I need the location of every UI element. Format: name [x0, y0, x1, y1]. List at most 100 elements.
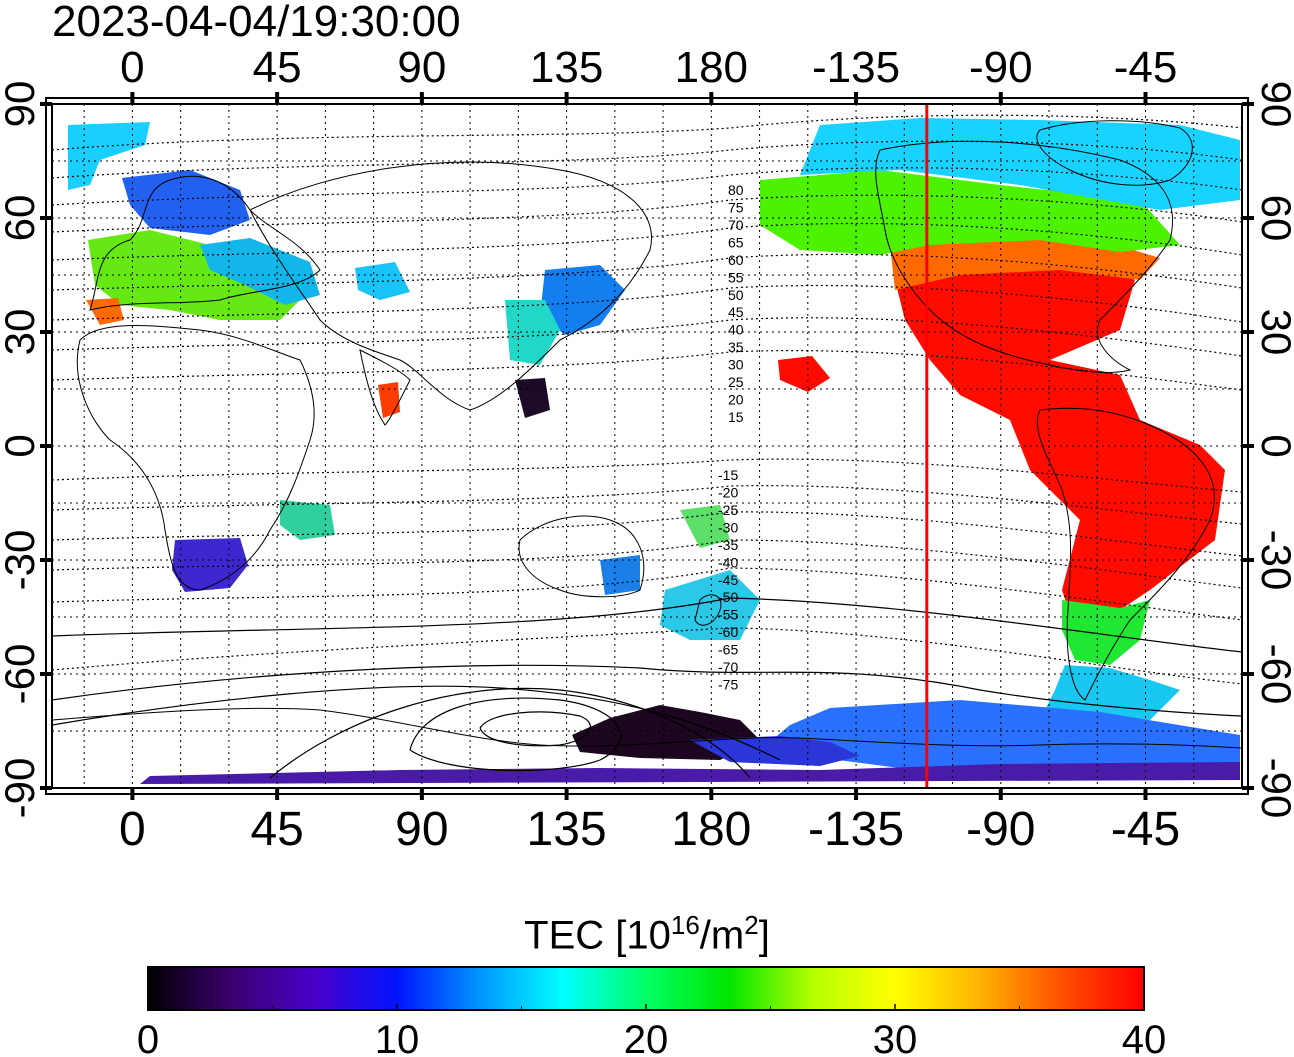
lon-label-bottom: 90	[395, 803, 448, 856]
tec-australia-scatter	[600, 555, 640, 595]
tec-east-europe-cyan	[200, 238, 320, 305]
lon-label-top: 180	[675, 43, 748, 92]
mlat-label: -70	[718, 659, 738, 675]
lon-label-bottom: 45	[250, 803, 303, 856]
mlat-label: -25	[718, 502, 738, 518]
mlat-label: -45	[718, 572, 738, 588]
colorbar-title-suffix: ]	[758, 913, 770, 958]
tec-canada-green	[760, 170, 1180, 255]
mlat-label: -60	[718, 624, 738, 640]
coastlines	[52, 120, 1242, 749]
lon-label-top: 90	[397, 43, 446, 92]
mlat-label: 25	[728, 374, 744, 390]
colorbar-title-exp2: 2	[744, 910, 759, 940]
mlat-label: -50	[718, 589, 738, 605]
lat-label-right: -60	[1253, 644, 1294, 705]
colorbar-title-exp1: 16	[670, 910, 700, 940]
coastline-north-america	[875, 140, 1174, 373]
mlat-label: 80	[728, 182, 744, 198]
axis-ticks	[40, 92, 1254, 800]
lon-label-top: 0	[120, 43, 144, 92]
tec-iberia-orange	[86, 298, 124, 325]
colorbar-tick-label: 10	[375, 1018, 420, 1057]
tec-antarctic-band-blue	[760, 700, 1240, 770]
tec-antarctic-band-purple	[140, 762, 1240, 784]
lat-label-left: 60	[0, 195, 43, 242]
lon-label-bottom: -90	[966, 803, 1035, 856]
grid-lines	[52, 104, 1242, 788]
mlat-label: -65	[718, 642, 738, 658]
colorbar-tick-label: 20	[624, 1018, 669, 1057]
tec-north-europe-cyan	[68, 122, 150, 190]
lat-label-right: 90	[1253, 81, 1294, 128]
lat-label-left: -90	[0, 758, 43, 819]
lat-label-left: 30	[0, 309, 43, 356]
tec-americas-orange-edge	[890, 236, 1160, 290]
lat-label-left: 90	[0, 81, 43, 128]
mlat-label: 65	[728, 234, 744, 250]
tec-hawaii-red	[778, 356, 830, 392]
axis-labels: 0045459090135135180180-135-135-90-90-45-…	[0, 43, 1294, 856]
lat-label-left: -60	[0, 644, 43, 705]
tec-data-layer	[68, 118, 1240, 784]
colorbar-tick-label: 30	[873, 1018, 918, 1057]
lon-label-bottom: -135	[808, 803, 904, 856]
mlat-label: 50	[728, 287, 744, 303]
colorbar-ticks: 0 10 20 30 40	[137, 1004, 1166, 1057]
lon-label-bottom: 135	[527, 803, 607, 856]
lat-label-left: -30	[0, 530, 43, 591]
mlat-label: -20	[718, 484, 738, 500]
coastline-europe	[89, 175, 321, 311]
lon-label-top: -45	[1114, 43, 1178, 92]
coastline-nz	[694, 594, 722, 626]
tec-japan-blue	[540, 265, 625, 335]
timestamp: 2023-04-04/19:30:00	[52, 0, 461, 46]
lat-label-right: -90	[1253, 758, 1294, 819]
mlat-label: -35	[718, 537, 738, 553]
lat-label-left: 0	[0, 434, 43, 457]
mlat-label: 70	[728, 217, 744, 233]
mlat-label: 20	[728, 392, 744, 408]
colorbar-tick-label: 0	[137, 1018, 159, 1057]
mlat-label: 40	[728, 322, 744, 338]
tec-pacific-green	[680, 505, 730, 548]
lon-label-top: 135	[530, 43, 603, 92]
tec-nz-cyan	[660, 570, 760, 640]
mlat-label: -40	[718, 554, 738, 570]
lon-label-top: -135	[812, 43, 900, 92]
lon-label-top: 45	[253, 43, 302, 92]
mlat-label: -30	[718, 519, 738, 535]
mlat-label: 15	[728, 409, 744, 425]
mlat-label: 45	[728, 304, 744, 320]
coastline-australia	[518, 515, 645, 598]
coastline-asia	[249, 161, 652, 411]
lon-label-top: -90	[969, 43, 1033, 92]
colorbar-title-prefix: TEC [10	[524, 913, 671, 958]
mlat-label: 55	[728, 269, 744, 285]
mlat-label: -55	[718, 607, 738, 623]
coastline-africa	[76, 325, 315, 591]
coastline-south-america	[1036, 407, 1215, 701]
lat-label-right: 0	[1253, 434, 1294, 457]
mlat-label: 35	[728, 339, 744, 355]
tec-americas-red	[895, 245, 1225, 620]
tec-scandinavia-blue	[122, 170, 250, 235]
tec-philippines-dark	[515, 378, 550, 418]
mlat-label: 75	[728, 199, 744, 215]
coastline-india	[359, 349, 411, 426]
tec-sa-south-green	[1062, 600, 1150, 665]
tec-antarctic-east-blue	[690, 736, 860, 766]
colorbar-tick-label: 40	[1122, 1018, 1167, 1057]
lon-label-bottom: 0	[119, 803, 146, 856]
colorbar-gradient	[147, 966, 1145, 1011]
lat-label-right: 60	[1253, 195, 1294, 242]
colorbar-title: TEC [1016/m2]	[0, 902, 1294, 958]
colorbar-title-mid: /m	[699, 913, 745, 958]
mlat-label: 30	[728, 357, 744, 373]
lon-label-bottom: 180	[671, 803, 751, 856]
tec-arctic-cyan	[800, 118, 1240, 210]
lon-label-bottom: -45	[1111, 803, 1180, 856]
mlat-label: -15	[718, 467, 738, 483]
